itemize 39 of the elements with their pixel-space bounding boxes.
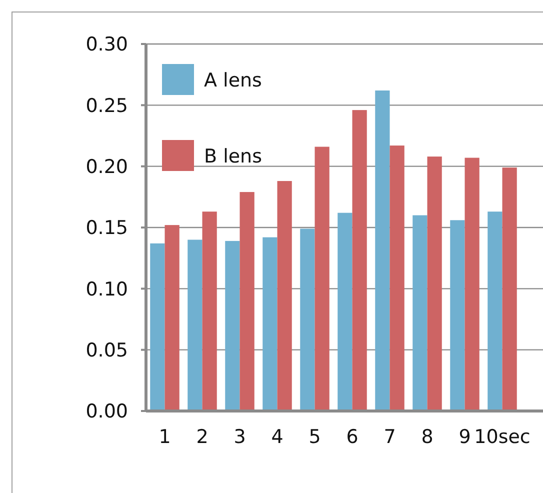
bar: [427, 156, 442, 411]
legend-label: B lens: [204, 146, 262, 168]
legend-label: A lens: [204, 70, 262, 92]
x-tick-label: 8: [421, 426, 434, 448]
y-tick-label: 0.10: [86, 278, 128, 300]
x-tick-label: 1: [158, 426, 171, 448]
x-tick-label: 9: [458, 426, 471, 448]
x-tick-label: 6: [346, 426, 358, 448]
bar: [150, 243, 165, 411]
bar: [202, 212, 217, 411]
x-tick-label: 3: [234, 426, 246, 448]
bar: [240, 192, 254, 411]
x-tick-label: 7: [384, 426, 396, 448]
bar: [314, 146, 330, 411]
y-tick-label: 0.30: [86, 34, 128, 56]
bar: [188, 240, 202, 411]
bar: [277, 181, 292, 411]
bar: [225, 240, 240, 411]
bar: [412, 215, 428, 411]
x-tick-label: 2: [196, 426, 208, 448]
y-tick-label: 0.00: [86, 400, 128, 423]
bar: [338, 212, 352, 411]
x-tick-label: 5: [308, 426, 321, 448]
x-tick-label: 10sec: [474, 426, 530, 448]
bar: [375, 90, 390, 411]
bar: [300, 228, 315, 411]
y-tick-label: 0.25: [86, 94, 128, 117]
bar: [390, 146, 404, 411]
bar: [464, 158, 480, 411]
bar: [262, 237, 278, 411]
bar: [488, 212, 502, 411]
y-tick-label: 0.15: [86, 217, 128, 240]
y-tick-label: 0.20: [86, 156, 128, 178]
bar: [352, 110, 367, 411]
x-tick-label: 4: [271, 426, 284, 448]
y-tick-label: 0.05: [86, 339, 128, 362]
bar: [502, 168, 517, 411]
bar: [164, 225, 180, 411]
bar: [450, 220, 465, 411]
